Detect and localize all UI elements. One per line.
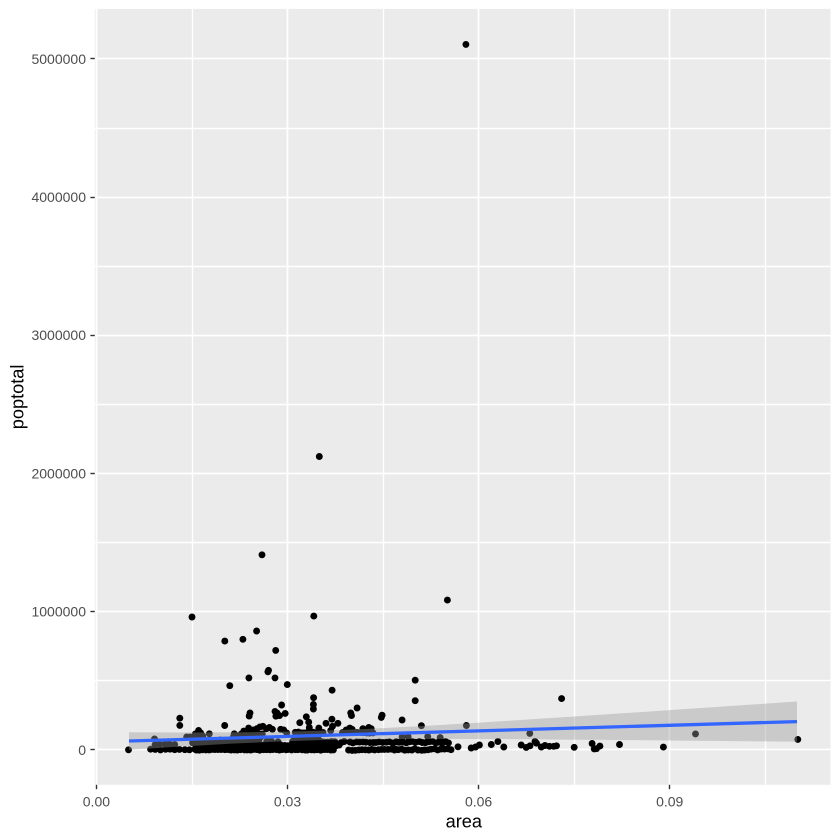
svg-text:0.03: 0.03 — [274, 793, 301, 809]
svg-text:poptotal: poptotal — [8, 365, 28, 430]
svg-text:0: 0 — [78, 742, 86, 758]
svg-text:0.00: 0.00 — [83, 793, 110, 809]
svg-text:1000000: 1000000 — [31, 604, 86, 620]
svg-text:0.09: 0.09 — [656, 793, 683, 809]
svg-text:4000000: 4000000 — [31, 189, 86, 205]
svg-text:area: area — [446, 812, 483, 832]
svg-text:0.06: 0.06 — [465, 793, 492, 809]
svg-text:2000000: 2000000 — [31, 465, 86, 481]
svg-text:3000000: 3000000 — [31, 327, 86, 343]
svg-text:5000000: 5000000 — [31, 51, 86, 67]
